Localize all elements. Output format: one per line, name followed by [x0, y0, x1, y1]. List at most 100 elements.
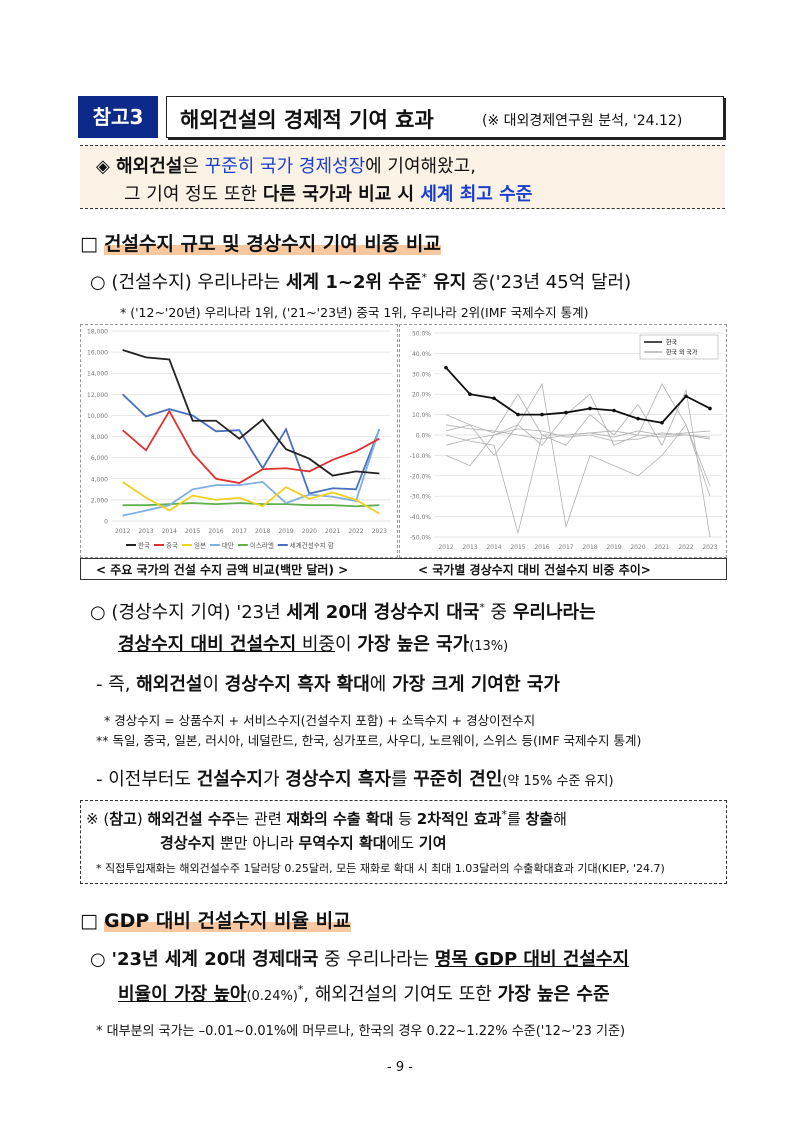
- caption: < 주요 국가의 건설 수지 금액 비교(백만 달러) >: [96, 563, 349, 577]
- series-line: [122, 349, 380, 477]
- bullet: ○ '23년 세계 20대 경제대국 중 우리나라는 명목 GDP 대비 건설수…: [90, 945, 629, 971]
- text-run: 세계 1~2위 수준: [285, 272, 422, 293]
- text-run: 가장 높은 수준: [497, 984, 610, 1005]
- text-run: 참고: [109, 810, 137, 828]
- y-tick-label: 0: [104, 519, 108, 526]
- bullet: ○ (건설수지) 우리나라는 세계 1~2위 수준* 유지 중('23년 45억…: [90, 268, 631, 294]
- x-tick-label: 2013: [138, 528, 153, 535]
- point: [540, 412, 544, 417]
- text-run: 중 우리나라는: [318, 949, 435, 970]
- bullet: 비율이 가장 높아(0.24%)*, 해외건설의 기여도 또한 가장 높은 수준: [118, 980, 610, 1006]
- x-tick-label: 2023: [702, 544, 717, 551]
- text-run: 해외건설: [314, 984, 382, 1005]
- page-number: - 9 -: [387, 1060, 413, 1075]
- dash-item: - 즉, 해외건설이 경상수지 흑자 확대에 가장 크게 기여한 국가: [96, 670, 560, 696]
- summary-line: ◈ 해외건설은 꾸준히 국가 경제성장에 기여해왔고,: [96, 152, 476, 178]
- series-line: [122, 481, 380, 515]
- y-tick-label: -30.0%: [410, 494, 432, 501]
- point: [516, 412, 520, 417]
- text-run: - 즉,: [96, 674, 137, 695]
- text-run: 재화의 수출 확대: [286, 810, 394, 828]
- text-run: - 이전부터도: [96, 769, 197, 790]
- legend-label: 일본: [194, 541, 206, 550]
- y-tick-label: 30.0%: [412, 371, 431, 378]
- point: [444, 365, 448, 370]
- y-tick-label: 50.0%: [412, 331, 431, 338]
- y-tick-label: 6,000: [91, 455, 108, 462]
- x-tick-label: 2018: [582, 544, 597, 551]
- text-run: (약 15% 수준 유지): [502, 774, 614, 789]
- point: [588, 406, 592, 411]
- y-tick-label: 10.0%: [412, 412, 431, 419]
- section-heading: □ GDP 대비 건설수지 비율 비교: [80, 906, 351, 933]
- text-run: *: [421, 271, 427, 284]
- point: [612, 408, 616, 413]
- text-run: 2차적인 효과: [416, 810, 502, 828]
- x-tick-label: 2020: [302, 528, 317, 535]
- text-run: 유지: [426, 272, 467, 293]
- text-run: 비율이 가장 높아: [118, 984, 247, 1005]
- text-run: '23년 세계 20대 경제대국: [111, 949, 319, 970]
- x-tick-label: 2019: [278, 528, 293, 535]
- point: [708, 406, 712, 411]
- x-tick-label: 2013: [462, 544, 477, 551]
- text-run: ○ (경상수지 기여) '23년: [90, 602, 287, 623]
- text-run: *: [297, 983, 304, 996]
- x-tick-label: 2020: [630, 544, 645, 551]
- series-line: [122, 428, 381, 517]
- text-run: 가장 크게 기여한 국가: [392, 674, 560, 695]
- text-run: 창출: [525, 810, 554, 828]
- x-tick-label: 2015: [510, 544, 525, 551]
- chart: 0 2,000 4,000 6,000 8,000 10,000 12,000 14,000 1…: [80, 324, 398, 558]
- text-run: 는 관련: [235, 810, 287, 828]
- y-tick-label: 10,000: [87, 413, 108, 420]
- x-tick-label: 2019: [606, 544, 621, 551]
- series-line: [445, 383, 711, 497]
- text-run: 의 기여도 또한: [381, 984, 498, 1005]
- text-run: 이: [202, 674, 225, 695]
- text-run: *: [479, 601, 485, 614]
- bullet: 경상수지 대비 건설수지 비중이 가장 높은 국가(13%): [118, 630, 508, 656]
- text-run: 에: [369, 674, 393, 695]
- series-line: [445, 382, 711, 527]
- y-tick-label: 14,000: [87, 371, 108, 378]
- text-run: 우리나라는: [512, 602, 596, 623]
- legend-label: 세계건설수지 합: [290, 541, 334, 550]
- caption: < 국가별 경상수지 대비 건설수지 비중 추이>: [418, 563, 651, 577]
- text-run: ○: [90, 949, 112, 970]
- x-tick-label: 2012: [438, 544, 453, 551]
- section-heading: □ 건설수지 규모 및 경상수지 기여 비중 비교: [80, 229, 441, 256]
- legend-label: 중국: [166, 542, 178, 550]
- y-tick-label: -20.0%: [410, 473, 432, 480]
- legend-label: 이스라엘: [250, 541, 274, 550]
- text-run: (0.24%): [246, 989, 298, 1004]
- x-tick-label: 2023: [372, 528, 387, 535]
- text-run: 해외건설 수주: [147, 810, 236, 828]
- x-tick-label: 2021: [325, 528, 340, 535]
- x-tick-label: 2018: [255, 528, 270, 535]
- reference-box: [80, 800, 727, 884]
- header-box: [166, 96, 724, 138]
- note: * 경상수지 = 상품수지 + 서비스수지(건설수지 포함) + 소득수지 + …: [104, 713, 536, 728]
- summary-box: [80, 145, 725, 209]
- text-run: 세계 최고 수준: [420, 184, 533, 205]
- text-run: ○ (건설수지) 우리나라는: [90, 272, 286, 293]
- text-run: 에도: [386, 834, 419, 852]
- bullet: ○ (경상수지 기여) '23년 세계 20대 경상수지 대국* 중 우리나라는: [90, 598, 596, 624]
- box-line: ※ (참고) 해외건설 수주는 관련 재화의 수출 확대 등 2차적인 효과*를…: [86, 808, 567, 829]
- text-run: 무역수지 확대: [298, 834, 387, 852]
- series-line: [122, 502, 380, 508]
- y-tick-label: 18,000: [87, 329, 108, 336]
- text-run: 그 기여 정도 또한: [124, 184, 263, 205]
- legend-label: 한국 외 국가: [666, 349, 698, 357]
- point: [468, 392, 472, 396]
- text-run: 다른 국가과 비교 시: [262, 184, 421, 205]
- y-tick-label: 40.0%: [412, 351, 431, 358]
- text-run: 가: [263, 769, 286, 790]
- y-tick-label: -50.0%: [410, 535, 432, 542]
- x-tick-label: 2017: [232, 528, 247, 535]
- box-line: 경상수지 뿐만 아니라 무역수지 확대에도 기여: [160, 832, 447, 853]
- text-run: 비중: [296, 634, 335, 655]
- y-tick-label: 20.0%: [412, 392, 431, 399]
